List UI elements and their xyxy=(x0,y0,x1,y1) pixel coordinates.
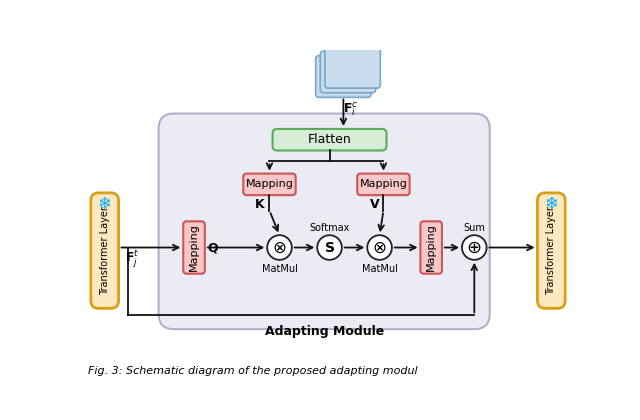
Text: Adapting Module: Adapting Module xyxy=(264,325,384,338)
FancyBboxPatch shape xyxy=(243,173,296,195)
Text: $\mathbf{K}$: $\mathbf{K}$ xyxy=(255,198,266,211)
Text: Transformer Layer: Transformer Layer xyxy=(100,206,109,295)
Circle shape xyxy=(317,235,342,260)
Text: ❄: ❄ xyxy=(98,194,111,213)
Text: Fig. 3: Schematic diagram of the proposed adapting modul: Fig. 3: Schematic diagram of the propose… xyxy=(88,366,417,376)
FancyBboxPatch shape xyxy=(159,113,490,329)
FancyBboxPatch shape xyxy=(183,221,205,274)
FancyBboxPatch shape xyxy=(316,56,371,97)
Text: ⊕: ⊕ xyxy=(467,239,482,257)
Text: $\mathbf{F}^{t}_{j}$: $\mathbf{F}^{t}_{j}$ xyxy=(125,249,139,270)
Text: ⊗: ⊗ xyxy=(372,239,387,257)
Text: Transformer Layer: Transformer Layer xyxy=(547,206,556,295)
Text: Sum: Sum xyxy=(463,223,485,233)
Text: Softmax: Softmax xyxy=(309,223,349,233)
Text: Mapping: Mapping xyxy=(246,179,293,189)
FancyBboxPatch shape xyxy=(91,193,118,308)
Text: Mapping: Mapping xyxy=(360,179,408,189)
Circle shape xyxy=(267,235,292,260)
FancyBboxPatch shape xyxy=(357,173,410,195)
Text: $\mathbf{Q}$: $\mathbf{Q}$ xyxy=(207,241,219,255)
Text: $\mathbf{V}$: $\mathbf{V}$ xyxy=(369,198,380,211)
Text: ❄: ❄ xyxy=(545,194,558,213)
Circle shape xyxy=(462,235,486,260)
Text: Flatten: Flatten xyxy=(308,133,351,146)
Text: Mapping: Mapping xyxy=(426,223,436,271)
FancyBboxPatch shape xyxy=(325,47,380,88)
Text: MatMul: MatMul xyxy=(262,265,298,274)
FancyBboxPatch shape xyxy=(273,129,387,150)
Text: $\mathbf{F}^{c}_{i}$: $\mathbf{F}^{c}_{i}$ xyxy=(344,100,359,118)
Text: Mapping: Mapping xyxy=(189,223,199,271)
Text: ⊗: ⊗ xyxy=(273,239,287,257)
FancyBboxPatch shape xyxy=(420,221,442,274)
Text: MatMul: MatMul xyxy=(362,265,397,274)
FancyBboxPatch shape xyxy=(538,193,565,308)
FancyBboxPatch shape xyxy=(320,51,376,93)
Text: S: S xyxy=(324,241,335,255)
Circle shape xyxy=(367,235,392,260)
